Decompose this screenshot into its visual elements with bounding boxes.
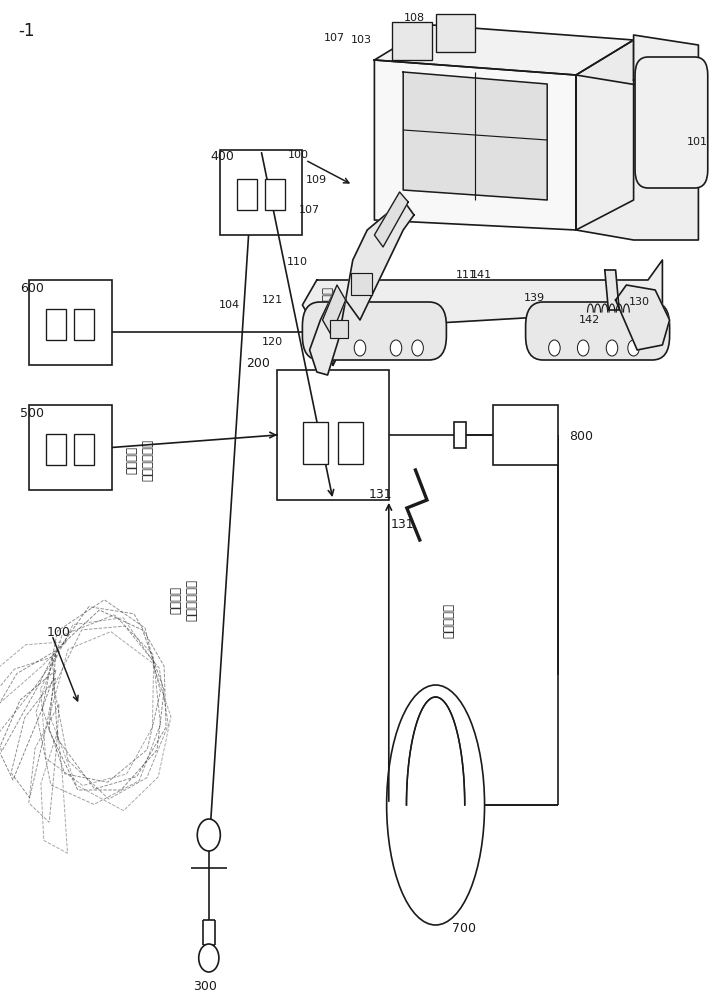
Circle shape — [628, 340, 639, 356]
Polygon shape — [616, 285, 670, 350]
Bar — [392, 22, 432, 60]
Circle shape — [199, 944, 219, 972]
Text: -1: -1 — [18, 22, 35, 40]
Bar — [338, 422, 363, 464]
Polygon shape — [346, 200, 414, 320]
Bar — [351, 273, 372, 295]
Text: 107: 107 — [299, 205, 320, 215]
Text: 107: 107 — [324, 33, 346, 43]
Bar — [74, 434, 94, 464]
Polygon shape — [374, 60, 576, 230]
Bar — [74, 309, 94, 340]
Bar — [277, 370, 389, 500]
Polygon shape — [374, 25, 634, 75]
Text: 131: 131 — [369, 488, 392, 502]
Polygon shape — [605, 270, 619, 310]
Polygon shape — [634, 35, 698, 95]
Bar — [46, 434, 66, 464]
Text: 制造数据
（检查数据）: 制造数据 （检查数据） — [169, 579, 198, 621]
Text: 200: 200 — [246, 357, 270, 370]
Circle shape — [549, 340, 560, 356]
Circle shape — [197, 819, 220, 851]
Text: 111: 111 — [456, 270, 477, 280]
Text: 500: 500 — [20, 407, 44, 420]
Text: 制造数据
（加工数据）: 制造数据 （加工数据） — [126, 439, 155, 481]
Text: 800: 800 — [569, 430, 593, 444]
Text: 141: 141 — [470, 270, 492, 280]
Bar — [265, 179, 285, 210]
Bar — [29, 405, 112, 490]
Text: 139: 139 — [523, 293, 545, 303]
Text: 108: 108 — [403, 13, 425, 23]
Polygon shape — [576, 40, 634, 230]
Ellipse shape — [387, 685, 485, 925]
Circle shape — [577, 340, 589, 356]
Text: 104: 104 — [218, 300, 240, 310]
Bar — [330, 320, 348, 338]
FancyBboxPatch shape — [635, 57, 708, 188]
FancyBboxPatch shape — [526, 302, 670, 360]
Polygon shape — [374, 192, 408, 247]
Text: 100: 100 — [47, 626, 71, 639]
Text: 校正用数据: 校正用数据 — [443, 602, 456, 638]
Polygon shape — [310, 290, 346, 375]
Bar — [303, 422, 328, 464]
Text: 测定数据: 测定数据 — [321, 286, 334, 314]
Text: 110: 110 — [287, 257, 308, 267]
Polygon shape — [323, 285, 346, 335]
FancyBboxPatch shape — [302, 302, 446, 360]
Circle shape — [354, 340, 366, 356]
Bar — [436, 14, 475, 52]
Text: 103: 103 — [351, 35, 372, 45]
Polygon shape — [302, 260, 662, 330]
Polygon shape — [576, 75, 698, 240]
Text: 700: 700 — [452, 922, 477, 935]
Text: 400: 400 — [210, 150, 234, 163]
Bar — [493, 405, 558, 465]
Bar — [237, 179, 257, 210]
Text: 300: 300 — [193, 980, 217, 993]
Circle shape — [390, 340, 402, 356]
Bar — [454, 422, 466, 448]
Bar — [220, 150, 302, 235]
Circle shape — [606, 340, 618, 356]
Text: 130: 130 — [629, 297, 650, 307]
Text: 109: 109 — [306, 175, 328, 185]
Bar — [46, 309, 66, 340]
Text: 100: 100 — [288, 150, 310, 160]
Text: 101: 101 — [686, 137, 708, 147]
Circle shape — [412, 340, 423, 356]
Text: 600: 600 — [20, 282, 44, 295]
Circle shape — [318, 340, 330, 356]
Text: 121: 121 — [261, 295, 283, 305]
Bar — [29, 280, 112, 365]
Text: 131: 131 — [390, 518, 414, 530]
Text: 120: 120 — [261, 337, 283, 347]
Text: 142: 142 — [578, 315, 600, 325]
Polygon shape — [403, 72, 547, 200]
